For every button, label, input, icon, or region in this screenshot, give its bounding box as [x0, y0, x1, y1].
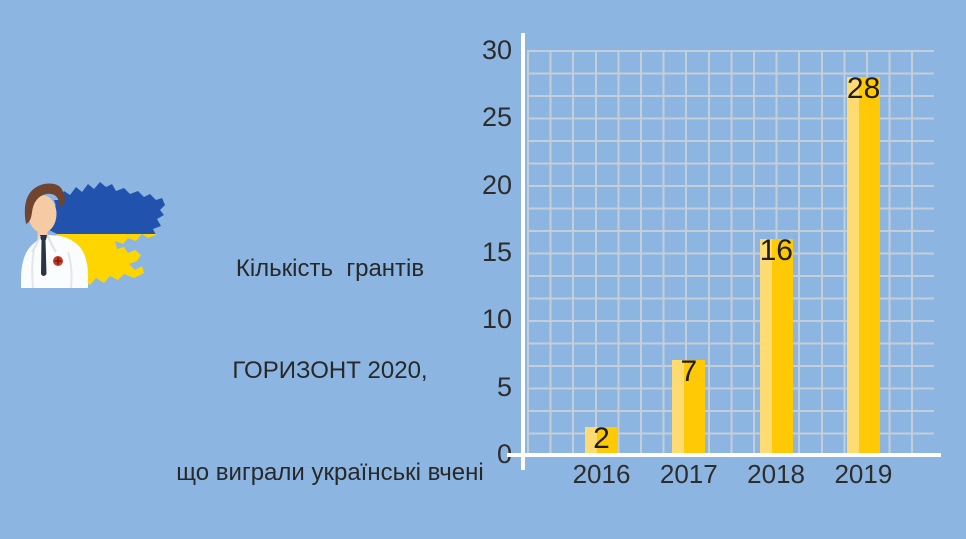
bar-value-label: 7: [680, 354, 698, 388]
y-tick-label: 30: [481, 35, 512, 65]
chart-title-line2: ГОРИЗОНТ 2020,: [232, 357, 428, 384]
x-tick-label: 2018: [747, 459, 806, 489]
bar-2019: 28: [846, 71, 881, 454]
chart-title-line3: що виграли українські вчені: [176, 459, 484, 486]
x-tick-label: 2019: [834, 459, 893, 489]
y-tick-label: 0: [496, 439, 512, 469]
bar-value-label: 28: [846, 71, 881, 105]
y-tick-label: 5: [496, 371, 512, 402]
bar-value-label: 2: [593, 422, 610, 456]
bar-value-label: 16: [759, 233, 793, 267]
bar-2017: 7: [672, 354, 706, 454]
y-tick-label: 25: [481, 102, 512, 133]
chart-title: Кількість грантів ГОРИЗОНТ 2020, що вигр…: [145, 184, 515, 539]
y-tick-label: 10: [481, 304, 512, 335]
bar-2016: 2: [585, 422, 618, 456]
x-tick-label: 2017: [659, 459, 718, 489]
y-tick-label: 15: [481, 237, 512, 267]
scientist-avatar-icon: [21, 183, 88, 289]
y-tick-label: 20: [481, 169, 512, 200]
bar-2018: 16: [759, 233, 793, 454]
chart-title-line1: Кількість грантів: [235, 255, 425, 282]
scientist-ukraine-illustration: [21, 182, 165, 289]
x-axis-line: [507, 453, 941, 457]
y-axis-line: [521, 33, 525, 470]
medical-badge-icon: [53, 256, 63, 266]
x-tick-label: 2016: [572, 459, 631, 489]
